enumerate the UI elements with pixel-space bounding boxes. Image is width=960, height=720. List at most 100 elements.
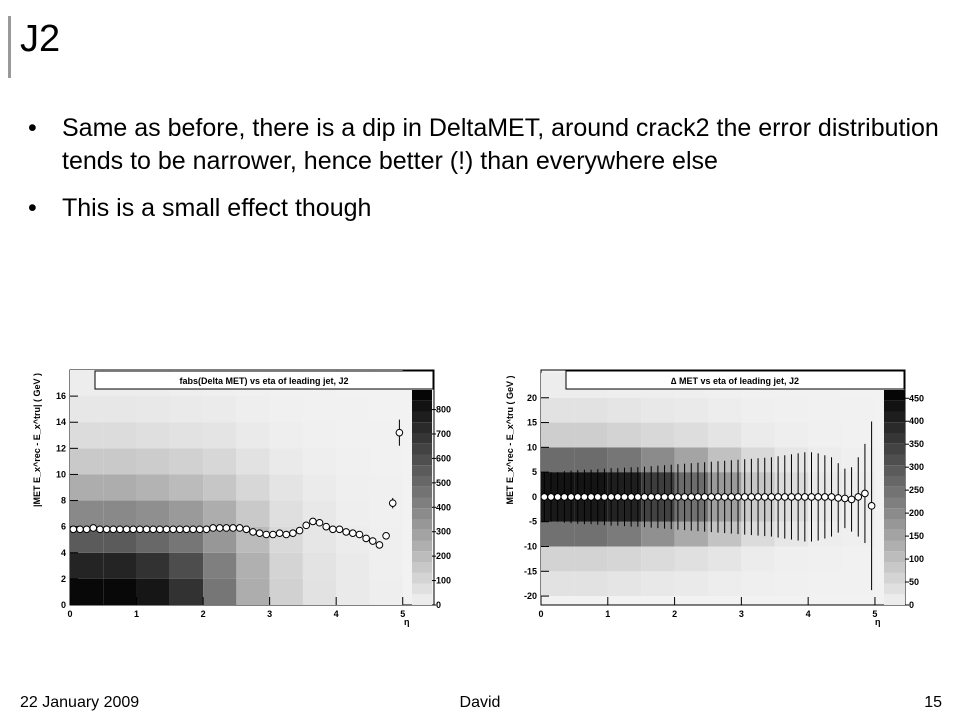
heatmap-cell — [607, 546, 642, 572]
profile-point — [269, 530, 277, 539]
heatmap-cell — [541, 397, 575, 423]
heatmap-cell — [369, 578, 403, 605]
profile-point — [854, 493, 863, 501]
palette-step — [884, 476, 905, 487]
profile-point — [714, 493, 722, 501]
palette-step — [412, 465, 432, 476]
profile-point — [262, 530, 271, 539]
heatmap-cell — [203, 500, 237, 527]
profile-point — [195, 525, 204, 534]
palette-step — [884, 433, 905, 444]
heatmap-cell — [103, 500, 137, 527]
profile-point — [607, 493, 615, 501]
heatmap-cell — [369, 396, 403, 423]
palette-step — [884, 540, 905, 552]
profile-point — [315, 518, 324, 527]
heatmap-cell — [336, 500, 370, 527]
profile-point — [215, 524, 224, 532]
heatmap-cell — [269, 448, 303, 475]
footer-date: 22 January 2009 — [20, 694, 140, 711]
palette-step — [884, 411, 905, 423]
palette-step — [884, 583, 905, 595]
heatmap-cell — [574, 546, 608, 572]
x-tick-label: 0 — [538, 609, 543, 619]
y-tick-label: 20 — [527, 393, 537, 403]
profile-point — [567, 493, 575, 501]
heatmap-cell — [541, 546, 575, 572]
profile-point — [593, 493, 602, 501]
profile-point — [600, 493, 609, 501]
heatmap-cell — [70, 552, 104, 579]
z-tick-label: 600 — [436, 453, 451, 463]
profile-point — [573, 493, 582, 501]
y-tick-label: 16 — [56, 391, 66, 401]
z-tick-label: 450 — [909, 393, 924, 403]
heatmap-cell — [741, 397, 775, 423]
profile-point — [540, 493, 549, 501]
heatmap-cell — [336, 552, 370, 579]
profile-point — [209, 524, 217, 532]
y-tick-label: -5 — [529, 517, 537, 527]
profile-point — [841, 494, 849, 503]
y-tick-label: -15 — [524, 566, 537, 576]
profile-point — [116, 525, 124, 534]
profile-point — [734, 493, 742, 501]
heatmap-cell — [269, 396, 303, 423]
palette-step — [412, 390, 432, 401]
heatmap-cell — [203, 552, 237, 579]
profile-point — [388, 499, 397, 507]
heatmap-cell — [574, 422, 608, 448]
profile-point — [727, 493, 736, 501]
profile-point — [189, 525, 197, 534]
profile-point — [282, 530, 291, 539]
y-tick-label: 8 — [61, 496, 66, 506]
palette-step — [884, 454, 905, 466]
heatmap-cell — [808, 571, 842, 597]
z-tick-label: 500 — [436, 478, 451, 488]
profile-point — [580, 493, 589, 501]
y-tick-label: 10 — [56, 469, 66, 479]
palette-step — [412, 519, 432, 530]
profile-point — [861, 489, 869, 498]
heatmap-cell — [169, 422, 204, 449]
y-tick-label: 0 — [61, 600, 66, 610]
footer-author: David — [459, 694, 501, 711]
profile-point — [289, 529, 297, 537]
heatmap-cell — [707, 422, 742, 448]
palette-step — [412, 422, 432, 433]
profile-point — [175, 525, 184, 534]
heatmap-cell — [103, 422, 137, 449]
profile-point — [740, 493, 749, 501]
palette-step — [884, 497, 905, 509]
palette-step — [412, 540, 432, 552]
heatmap-cell — [136, 448, 170, 475]
profile-point — [620, 493, 629, 501]
z-tick-label: 300 — [909, 462, 924, 472]
palette-step — [884, 594, 905, 605]
palette-step — [412, 508, 432, 519]
profile-point — [275, 529, 284, 537]
heatmap-cell — [136, 500, 170, 527]
profile-point — [222, 524, 231, 532]
profile-point — [834, 494, 843, 502]
profile-point — [368, 537, 377, 545]
z-tick-label: 700 — [436, 429, 451, 439]
heatmap-cell — [169, 448, 204, 475]
chart-title: fabs(Delta MET) vs eta of leading jet, J… — [179, 376, 348, 386]
profile-point — [102, 525, 111, 534]
profile-point — [109, 525, 118, 534]
profile-point — [847, 495, 856, 504]
y-tick-label: 0 — [532, 492, 537, 502]
profile-point — [349, 529, 357, 537]
heatmap-cell — [574, 447, 608, 473]
x-tick-label: 4 — [334, 609, 339, 619]
profile-point — [720, 493, 729, 501]
z-tick-label: 150 — [909, 531, 924, 541]
heatmap-cell — [302, 474, 337, 501]
y-axis-label: MET E_x^rec - E_x^tru ( GeV ) — [505, 375, 515, 504]
profile-point — [182, 525, 191, 534]
palette-step — [412, 443, 432, 455]
heatmap-cell — [302, 552, 337, 579]
profile-point — [169, 525, 177, 534]
profile-point — [322, 522, 330, 531]
